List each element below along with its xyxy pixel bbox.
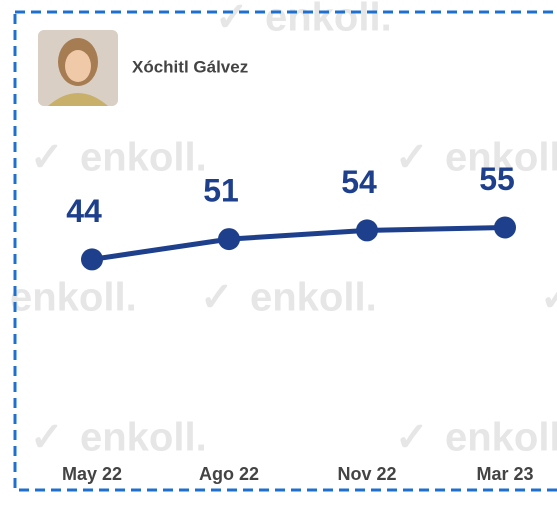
watermark-logo: ✓ [30,136,64,180]
data-label: 55 [479,161,515,197]
data-label: 54 [341,164,377,200]
watermark-logo: ✓ [30,416,64,460]
legend-label: Xóchitl Gálvez [132,57,248,76]
x-tick-label: Mar 23 [476,464,533,484]
x-tick-label: May 22 [62,464,122,484]
watermark: enkoll. [80,136,207,180]
point [356,219,378,241]
data-label: 51 [203,173,239,209]
watermark: enkoll. [265,0,392,40]
watermark: enkoll. [445,416,557,460]
point [218,228,240,250]
watermark: enkoll. [10,276,137,320]
point [494,217,516,239]
data-label: 44 [66,193,102,229]
watermark-logo: ✓ [540,276,557,320]
x-tick-label: Ago 22 [199,464,259,484]
x-tick-label: Nov 22 [337,464,396,484]
watermark-logo: ✓ [200,276,234,320]
watermark-logo: ✓ [395,416,429,460]
photo [38,30,118,106]
point [81,248,103,270]
watermark: enkoll. [80,416,207,460]
watermark-logo: ✓ [215,0,249,40]
chart: enkoll. ✓ enkoll. ✓ enkoll. ✓ enkoll. ✓ enkoll. ✓… [0,0,557,507]
watermark-logo: ✓ [395,136,429,180]
watermark: enkoll. [250,276,377,320]
